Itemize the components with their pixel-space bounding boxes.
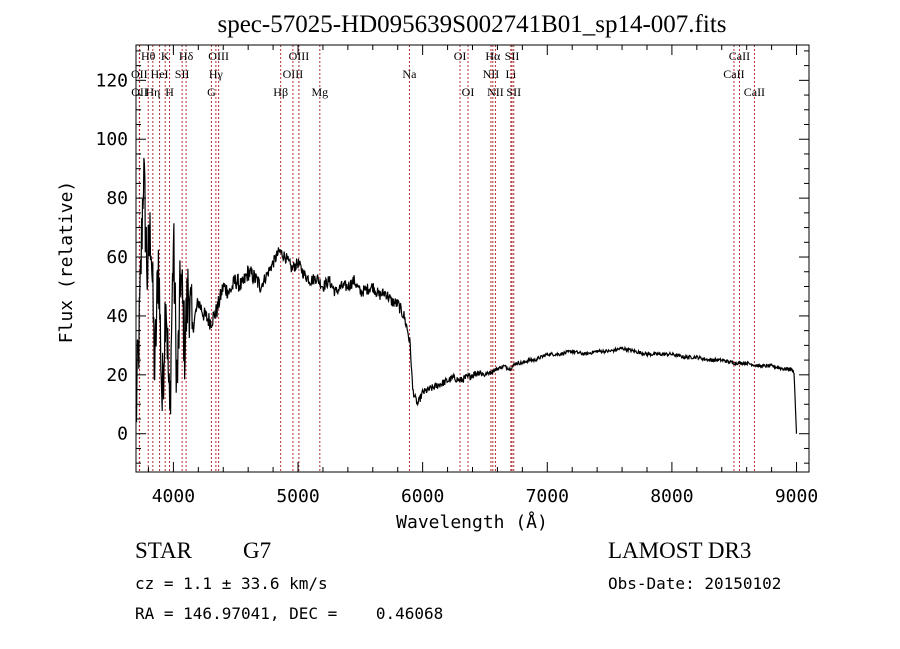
line-marker-label: OII [131,85,148,99]
y-tick-label: 40 [106,306,128,327]
y-tick-label: 120 [95,70,128,91]
line-marker-label: Na [402,67,417,81]
line-marker-label: NII [483,67,500,81]
line-marker-label: Hθ [141,49,156,63]
y-tick-label: 100 [95,129,128,150]
spectrum-line [135,157,798,434]
x-axis: 4000 5000 6000 7000 8000 9000 [147,45,818,507]
line-marker-label: NII [487,85,504,99]
subclass-label: G7 [243,538,272,563]
line-marker-label: HeI [151,67,169,81]
y-tick-label: 20 [106,365,128,386]
line-marker-label: Hγ [209,67,224,81]
x-tick-label: 8000 [650,486,693,507]
line-marker-label: OIII [208,49,229,63]
x-tick-label: 4000 [152,486,195,507]
line-marker-label: Li [506,67,517,81]
line-markers [138,45,755,472]
line-marker-label: OI [454,49,467,63]
line-marker-label: OIII [283,67,304,81]
y-axis: 0 20 40 60 80 100 120 [95,50,809,464]
plot-frame [135,44,810,473]
ra-dec-readout: RA = 146.97041, DEC = 0.46068 [135,604,444,623]
y-tick-label: 60 [106,247,128,268]
line-marker-label: OII [131,67,148,81]
line-marker-label: CaII [723,67,744,81]
line-marker-label: OI [462,85,475,99]
line-marker-label: CaII [744,85,765,99]
x-tick-label: 9000 [775,486,818,507]
line-marker-label: Hδ [179,49,194,63]
line-marker-label: Hη [145,85,160,99]
line-marker-label: Hβ [273,85,288,99]
y-axis-label: Flux (relative) [56,181,77,344]
line-marker-label: Hα [485,49,501,63]
x-axis-label: Wavelength (Å) [396,511,548,533]
survey-label: LAMOST DR3 [608,538,752,563]
line-marker-label: Mg [311,85,328,99]
line-marker-label: K [161,49,170,63]
x-tick-label: 5000 [276,486,319,507]
line-marker-label: SII [505,49,520,63]
y-tick-label: 80 [106,188,128,209]
x-tick-label: 7000 [526,486,569,507]
x-tick-label: 6000 [401,486,444,507]
line-marker-label: G [207,85,216,99]
line-marker-label: SII [175,67,190,81]
class-label: STAR [135,538,192,563]
y-tick-label: 0 [117,424,128,445]
line-marker-label: CaII [729,49,750,63]
chart-title: spec-57025-HD095639S002741B01_sp14-007.f… [217,11,726,38]
line-marker-label: OIII [289,49,310,63]
cz-readout: cz = 1.1 ± 33.6 km/s [135,574,328,593]
line-marker-label: SII [506,85,521,99]
obs-date: Obs-Date: 20150102 [608,574,782,593]
line-marker-label: H [165,85,174,99]
